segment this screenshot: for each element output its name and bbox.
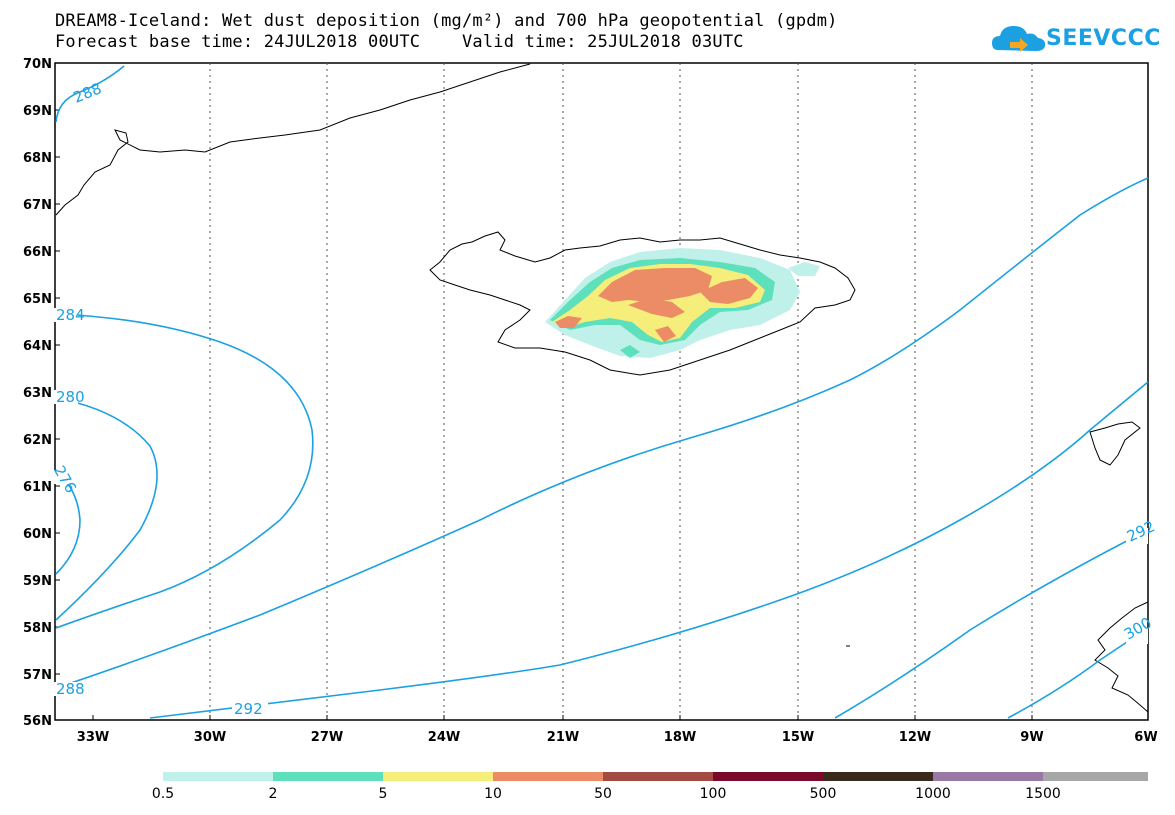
lon-label: 21W <box>547 730 579 745</box>
grid-lines <box>209 63 1033 720</box>
legend-label: 500 <box>810 786 837 802</box>
lat-label: 70N <box>23 57 52 72</box>
lat-label: 57N <box>23 668 52 683</box>
latitude-labels: 70N 69N 68N 67N 66N 65N 64N 63N 62N 61N … <box>23 57 52 729</box>
map-title-line2: Forecast base time: 24JUL2018 00UTC Vali… <box>55 32 744 52</box>
legend-label: 0.5 <box>152 786 174 802</box>
dust-band-10-east <box>700 278 758 304</box>
lat-label: 65N <box>23 292 52 307</box>
legend-label: 1000 <box>915 786 951 802</box>
lat-label: 67N <box>23 198 52 213</box>
lon-label: 33W <box>77 730 109 745</box>
lat-label: 66N <box>23 245 52 260</box>
dust-band-0-5-east <box>788 262 820 276</box>
dust-band-2-south <box>620 345 640 358</box>
legend-swatch <box>273 772 383 781</box>
lat-label: 68N <box>23 151 52 166</box>
faroe-islands <box>1089 421 1141 466</box>
legend-label: 100 <box>700 786 727 802</box>
map-title-line1: DREAM8-Iceland: Wet dust deposition (mg/… <box>55 11 838 31</box>
iceland-coast <box>429 231 856 376</box>
dust-band-10-west <box>555 316 582 328</box>
contour-296 <box>834 529 1149 719</box>
contour-284 <box>55 313 314 629</box>
dust-band-10-main <box>598 268 712 302</box>
scotland-coast <box>1094 601 1149 713</box>
contour-label: 292 <box>234 700 263 718</box>
axis-ticks <box>55 109 1033 720</box>
legend-swatch <box>603 772 713 781</box>
greenland-coast <box>55 63 531 216</box>
legend-swatch <box>163 772 273 781</box>
lat-label: 64N <box>23 339 52 354</box>
contour-288-top <box>55 65 125 123</box>
lat-label: 60N <box>23 527 52 542</box>
legend-label: 50 <box>594 786 612 802</box>
lon-label: 18W <box>664 730 696 745</box>
lon-label: 6W <box>1134 730 1157 745</box>
seevccc-logo: SEEVCCC <box>990 18 1160 58</box>
lon-label: 24W <box>428 730 460 745</box>
legend-swatch <box>823 772 933 781</box>
legend-bar <box>163 772 1148 781</box>
lon-label: 12W <box>899 730 931 745</box>
longitude-labels: 33W 30W 27W 24W 21W 18W 15W 12W 9W 6W <box>77 730 1158 745</box>
lat-label: 63N <box>23 386 52 401</box>
lat-label: 59N <box>23 574 52 589</box>
lat-label: 58N <box>23 621 52 636</box>
dust-band-10-south <box>655 326 676 342</box>
legend-swatch <box>933 772 1043 781</box>
legend-swatch <box>493 772 603 781</box>
legend-label: 2 <box>269 786 278 802</box>
legend-label: 1500 <box>1025 786 1061 802</box>
geopotential-contours <box>55 65 1149 719</box>
dust-deposition-field <box>545 248 820 358</box>
lon-label: 30W <box>194 730 226 745</box>
lat-label: 56N <box>23 714 52 729</box>
lat-label: 61N <box>23 480 52 495</box>
lat-label: 69N <box>23 104 52 119</box>
contour-280 <box>55 397 158 621</box>
lat-label: 62N <box>23 433 52 448</box>
legend-labels: 0.5 2 5 10 50 100 500 1000 1500 <box>152 786 1061 802</box>
contour-label: 284 <box>56 306 85 324</box>
contour-288-bottom <box>55 177 1149 689</box>
logo-text: SEEVCCC <box>1046 26 1161 51</box>
map-frame <box>54 62 1149 721</box>
legend-label: 5 <box>379 786 388 802</box>
dust-band-10-center <box>628 298 685 318</box>
legend-swatch <box>383 772 493 781</box>
lon-label: 27W <box>311 730 343 745</box>
coastlines <box>55 63 1149 713</box>
legend-swatch <box>1043 772 1148 781</box>
contour-292 <box>149 381 1149 719</box>
cloud-logo-icon <box>992 26 1046 52</box>
contour-label: 280 <box>56 388 85 406</box>
lon-label: 9W <box>1020 730 1043 745</box>
legend-label: 10 <box>484 786 502 802</box>
legend-swatch <box>713 772 823 781</box>
contour-label: 288 <box>56 680 85 698</box>
lon-label: 15W <box>782 730 814 745</box>
